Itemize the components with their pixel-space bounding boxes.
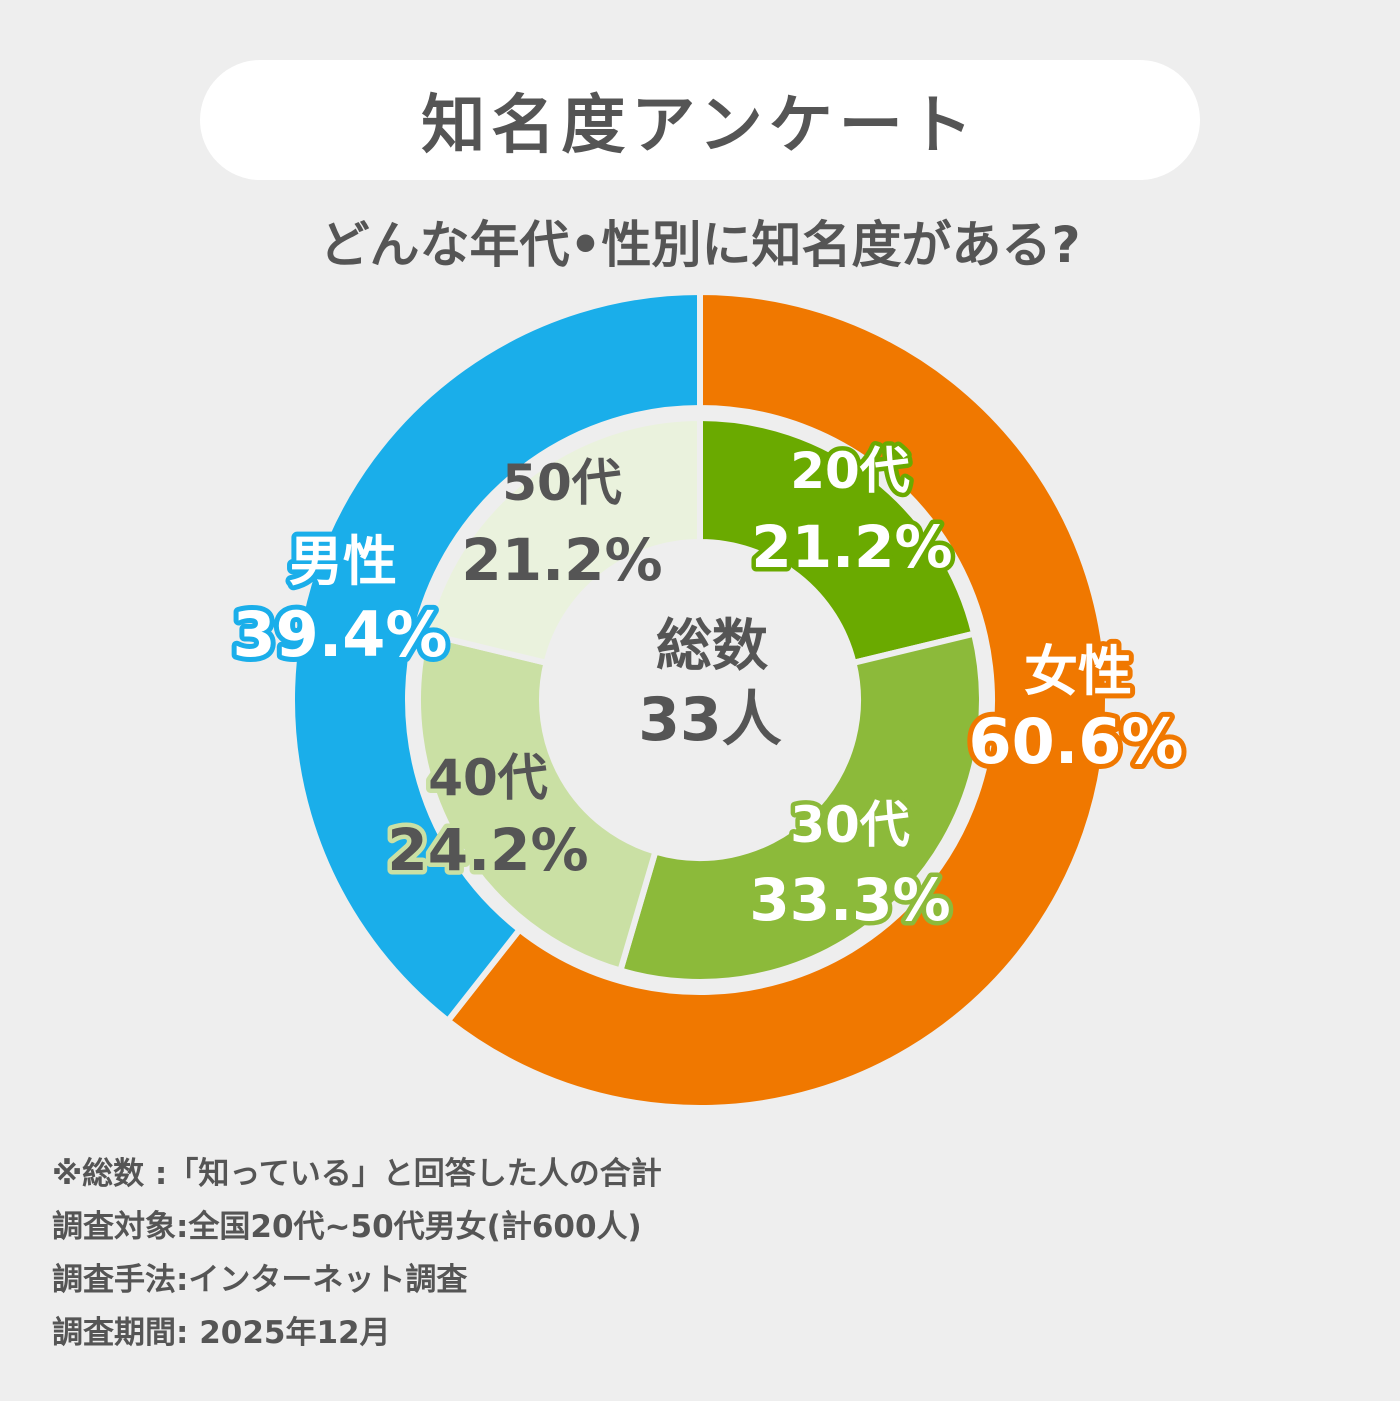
- outer-label-male: 男性: [289, 530, 397, 593]
- inner-label-50s: 50代: [502, 454, 622, 512]
- inner-slice-30s: [617, 630, 985, 985]
- inner-label-40s: 40代: [428, 749, 548, 807]
- survey-notes: ※総数 :「知っている」と回答した人の合計 調査対象:全国20代~50代男女(計…: [52, 1148, 662, 1360]
- page-title: 知名度アンケート: [421, 89, 979, 163]
- center-total-label: 総数: [656, 614, 768, 679]
- inner-slice-40s: [415, 630, 659, 974]
- chart-subtitle: どんな年代•性別に知名度がある?: [319, 216, 1081, 274]
- inner-value-50s: 21.2%: [461, 526, 662, 594]
- note-survey-period: 調査期間: 2025年12月: [52, 1315, 391, 1351]
- inner-slice-20s: [697, 415, 978, 666]
- note-survey-target: 調査対象:全国20代~50代男女(計600人): [52, 1209, 642, 1245]
- title-banner: 知名度アンケート: [200, 60, 1200, 180]
- inner-label-20s: 20代: [790, 442, 910, 500]
- outer-slice-male: [289, 289, 703, 1024]
- inner-value-20s: 21.2%: [751, 513, 952, 581]
- note-total-definition: ※総数 :「知っている」と回答した人の合計: [52, 1156, 662, 1192]
- outer-label-female: 女性: [1024, 640, 1132, 703]
- outer-slice-female: [444, 289, 1111, 1111]
- inner-slice-50s: [422, 415, 703, 666]
- outer-value-male: 39.4%: [232, 598, 447, 671]
- note-survey-method: 調査手法:インターネット調査: [52, 1262, 468, 1298]
- inner-label-30s: 30代: [790, 796, 910, 854]
- inner-value-40s: 24.2%: [387, 816, 588, 884]
- inner-value-30s: 33.3%: [749, 866, 950, 934]
- donut-center: [547, 547, 853, 853]
- outer-value-female: 60.6%: [968, 705, 1183, 778]
- center-total-value: 33人: [638, 685, 782, 755]
